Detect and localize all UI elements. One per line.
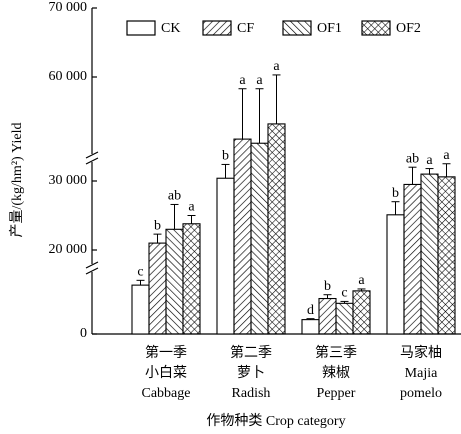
significance-letter: a: [443, 148, 450, 163]
legend-label: OF2: [396, 21, 421, 36]
significance-letter: c: [137, 265, 143, 280]
y-tick-label: 70 000: [49, 0, 88, 15]
significance-letter: b: [222, 149, 229, 164]
x-tick-label: 辣椒: [322, 365, 350, 381]
x-tick-label: Pepper: [317, 386, 356, 401]
bar: [335, 302, 354, 335]
bar: [233, 138, 252, 335]
bar: [182, 223, 201, 335]
x-tick-label: Majia: [405, 366, 438, 381]
significance-letter: c: [341, 286, 347, 301]
x-tick-label: Radish: [232, 386, 271, 401]
bar: [216, 177, 235, 335]
axis-break: [85, 157, 99, 165]
significance-letter: a: [239, 73, 246, 88]
axis-break-gap: [86, 264, 98, 272]
axis-break: [85, 267, 99, 275]
x-tick-label: 第一季: [145, 344, 187, 361]
x-tick-label: 第二季: [230, 344, 272, 361]
x-axis-label: 作物种类 Crop category: [206, 413, 345, 429]
legend-swatch: [282, 20, 312, 36]
significance-letter: b: [392, 186, 399, 201]
bar: [403, 183, 422, 335]
significance-letter: d: [307, 303, 314, 318]
bar: [148, 242, 167, 335]
x-tick-label: pomelo: [400, 386, 442, 401]
bar: [386, 214, 405, 335]
legend-swatch: [126, 20, 156, 36]
bar: [437, 176, 456, 335]
legend-swatch: [361, 20, 391, 36]
legend-label: CK: [161, 21, 180, 36]
y-tick-label: 30 000: [49, 173, 88, 188]
significance-letter: a: [426, 153, 433, 168]
bar: [420, 173, 439, 335]
x-tick-label: 萝卜: [237, 365, 265, 381]
axis-break-gap: [86, 154, 98, 162]
legend-label: OF1: [317, 21, 342, 36]
x-tick-label: Cabbage: [142, 386, 191, 401]
significance-letter: a: [273, 59, 280, 74]
bar: [267, 123, 286, 335]
bar: [250, 142, 269, 335]
x-tick-label: 小白菜: [145, 365, 187, 381]
significance-letter: a: [188, 200, 195, 215]
legend-label: CF: [237, 21, 254, 36]
x-tick-label: 第三季: [315, 344, 357, 361]
significance-letter: a: [256, 73, 263, 88]
significance-letter: a: [358, 273, 365, 288]
bar: [301, 319, 320, 335]
y-axis-label: 产量/(kg/hm²) Yield: [9, 122, 25, 237]
significance-letter: b: [154, 218, 161, 233]
axis-break: [85, 261, 99, 269]
y-tick-label: 20 000: [49, 242, 88, 257]
y-tick-label: 60 000: [49, 69, 88, 84]
bar: [352, 290, 371, 335]
axis-break: [85, 151, 99, 159]
bar: [165, 228, 184, 335]
significance-letter: b: [324, 279, 331, 294]
y-tick-label: 0: [80, 326, 87, 341]
bar: [318, 297, 337, 335]
significance-letter: ab: [168, 189, 181, 204]
x-tick-label: 马家柚: [400, 344, 442, 361]
legend-swatch: [202, 20, 232, 36]
bar: [131, 284, 150, 335]
significance-letter: ab: [406, 151, 419, 166]
